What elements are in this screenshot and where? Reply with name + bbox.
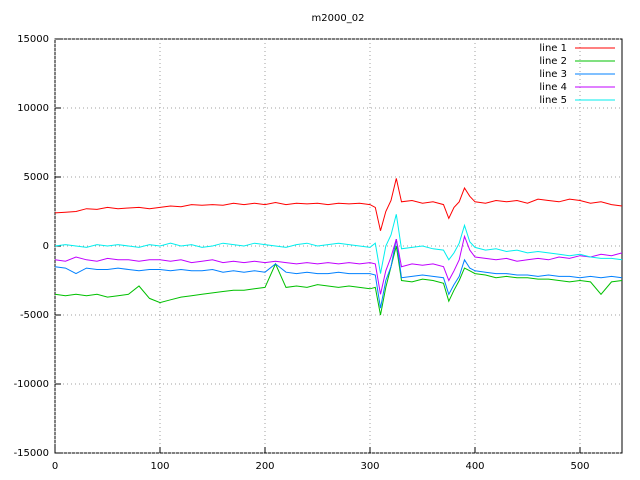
data-line [54, 234, 623, 295]
data-line [54, 214, 623, 274]
chart-title: m2000_02 [312, 13, 365, 24]
x-tick-label: 0 [52, 461, 58, 472]
y-tick-label: 10000 [17, 103, 49, 114]
legend-label: line 4 [539, 82, 567, 93]
plot-frame [54, 38, 623, 454]
y-tick-label: 15000 [17, 34, 49, 45]
y-tick-label: 5000 [24, 172, 49, 183]
legend-label: line 5 [539, 95, 567, 106]
x-tick-label: 200 [255, 461, 274, 472]
y-tick-label: 0 [43, 241, 49, 252]
x-tick-label: 500 [570, 461, 589, 472]
y-tick-label: -5000 [20, 310, 49, 321]
y-tick-label: -15000 [14, 448, 49, 459]
data-line [54, 178, 623, 231]
x-tick-label: 100 [150, 461, 169, 472]
legend-label: line 1 [539, 43, 567, 54]
legend-label: line 3 [539, 69, 567, 80]
data-line [54, 245, 623, 316]
x-tick-label: 300 [360, 461, 379, 472]
data-line [54, 239, 623, 309]
x-tick-label: 400 [465, 461, 484, 472]
y-tick-label: -10000 [14, 379, 49, 390]
legend-label: line 2 [539, 56, 567, 67]
